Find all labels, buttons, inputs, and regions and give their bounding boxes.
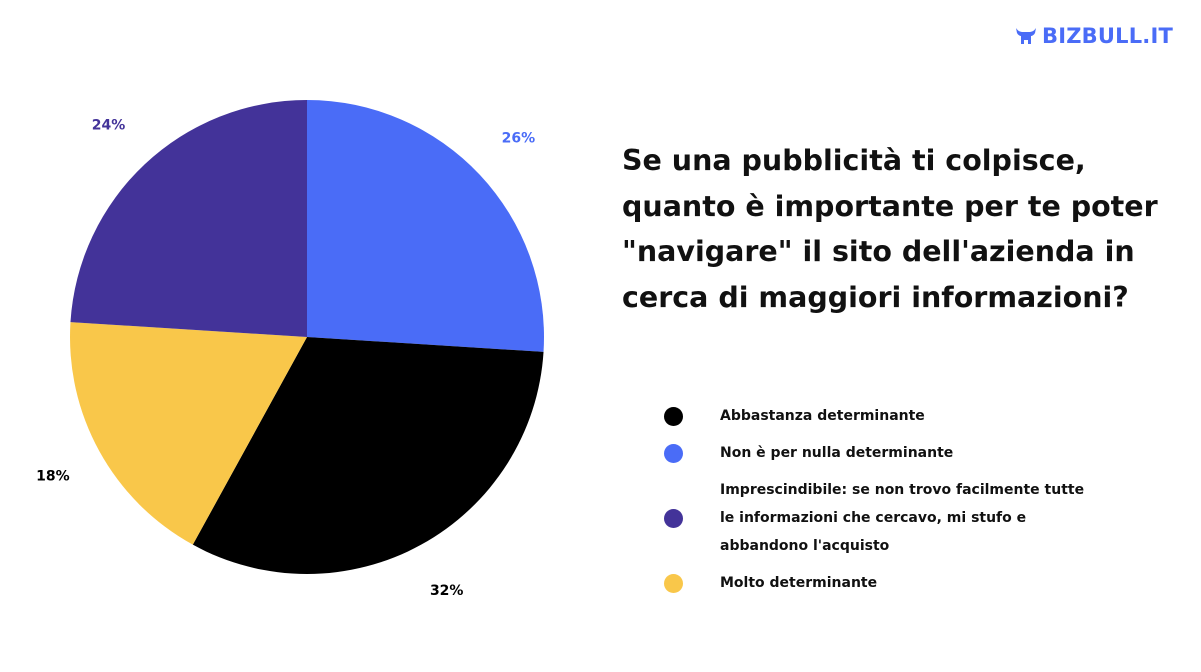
pie-slice-label: 24% [92,118,126,134]
pie-slice [192,337,544,574]
legend-label: Abbastanza determinante [720,408,925,424]
legend-label: Imprescindibile: se non trovo facilmente… [720,482,1085,498]
pie-slice-label: 26% [502,130,536,146]
legend-swatch [664,508,683,528]
chart-title: Se una pubblicità ti colpisce, quanto è i… [622,138,1182,320]
pie-slice [70,100,307,337]
pie-slice-label: 32% [430,583,464,599]
chart-title-line: Se una pubblicità ti colpisce, [622,144,1086,177]
legend-label: abbandono l'acquisto [720,538,890,554]
legend-swatch [664,406,683,426]
brand-logo: BIZBULL.IT [1014,24,1173,48]
bull-icon [1016,28,1037,44]
chart-title-line: quanto è importante per te poter [622,189,1158,223]
legend-item: Molto determinante [664,569,1104,597]
legend-swatch [664,573,683,593]
pie-slice-label: 18% [36,469,70,485]
legend-label: Molto determinante [720,575,878,591]
pie-chart: 26% 32% 18% 24% [36,100,544,600]
brand-name: BIZBULL.IT [1042,24,1173,48]
chart-title-line: cerca di maggiori informazioni? [622,280,1129,314]
pie-slice [69,322,308,545]
pie-labels: 26% 32% 18% 24% [36,118,535,600]
pie-slices [69,100,544,574]
legend-item: Abbastanza determinante [664,402,1104,430]
legend-label: Non è per nulla determinante [720,445,954,461]
legend-swatch [664,443,683,463]
legend-item: Non è per nulla determinante [664,439,1104,467]
pie-slice [307,100,544,352]
legend-item: Imprescindibile: se non trovo facilmente… [664,476,1104,560]
chart-legend: Abbastanza determinante Non è per nulla d… [664,402,1104,606]
legend-label: le informazioni che cercavo, mi stufo e [720,510,1027,526]
chart-title-line: "navigare" il sito dell'azienda in [622,235,1135,268]
